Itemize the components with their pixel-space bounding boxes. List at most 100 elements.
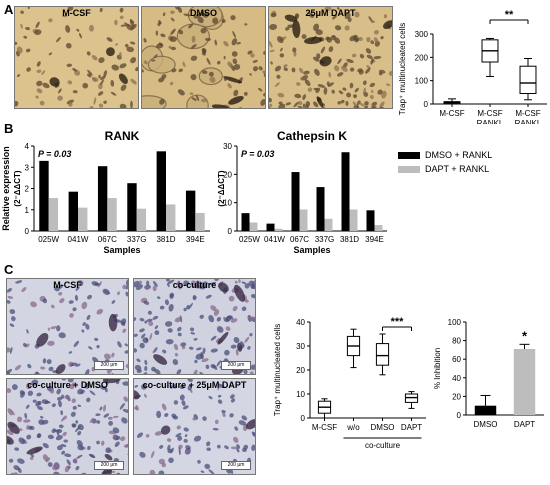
cell-dot (122, 284, 127, 290)
cell-dot (67, 7, 74, 11)
y-tick-label: 20 (452, 392, 461, 401)
cell-dot (144, 285, 150, 290)
panel-letter-b: B (4, 121, 14, 136)
cell-dot (363, 105, 368, 108)
cell-dot (228, 295, 235, 302)
cell-dot (134, 280, 140, 288)
cell-dot (58, 424, 64, 429)
cell-dot (362, 80, 367, 86)
y-tick-label: 20 (223, 170, 232, 179)
cell-dot (11, 384, 18, 391)
y-tick-label: 100 (448, 318, 462, 327)
bar (97, 166, 108, 231)
cell-dot (205, 364, 210, 369)
cell-dot (98, 74, 101, 79)
cell-dot (123, 444, 128, 448)
dark-cell-cluster (304, 36, 323, 45)
cell-dot (17, 74, 21, 78)
cell-dot (302, 103, 305, 107)
cell-dot (363, 87, 366, 95)
y-tick-label: 100 (415, 77, 429, 86)
cell-dot (334, 25, 342, 31)
cell-dot (190, 280, 197, 287)
cell-dot (167, 444, 171, 451)
cell-dot (233, 436, 239, 443)
cell-dot (317, 84, 326, 88)
cell-dot (77, 444, 84, 451)
cell-dot (111, 470, 116, 474)
cell-dot (77, 388, 84, 395)
cell-dot (26, 424, 29, 430)
micrograph-c-coculture-dapt: co-culture + 25μM DAPT 200 μm (133, 378, 256, 475)
cell-dot (71, 382, 77, 387)
cell-dot (75, 420, 79, 424)
x-tick-label: M-CSF (439, 109, 464, 118)
cell-dot (323, 87, 328, 95)
cell-dot (115, 43, 118, 46)
cell-dot (65, 108, 70, 109)
y-tick-label: 200 (415, 53, 429, 62)
cell-dot (285, 26, 290, 31)
dark-cell-cluster (316, 96, 324, 108)
cell-dot (204, 463, 211, 470)
cell-dot (304, 79, 311, 86)
x-tick-label: RANKL (477, 119, 504, 124)
cell-dot (154, 431, 163, 436)
cell-dot (277, 36, 284, 44)
cell-dot (353, 34, 359, 43)
micrograph-a-mcsf: M-CSF (14, 6, 139, 109)
cell-dot (221, 409, 226, 414)
cell-dot (357, 68, 363, 73)
cell-dot (177, 326, 182, 332)
cell-dot (177, 332, 182, 337)
micrograph-label: co-culture (172, 280, 217, 290)
cell-dot (23, 342, 27, 347)
cell-dot (190, 332, 195, 335)
cell-dot (171, 68, 177, 73)
cell-dot (53, 429, 61, 432)
cell-dot (346, 92, 352, 98)
cell-dot (279, 53, 285, 58)
cell-dot (165, 321, 173, 327)
cell-dot (93, 97, 97, 105)
cell-dot (98, 82, 103, 90)
cell-dot (105, 447, 111, 453)
cell-dot (68, 102, 73, 107)
cell-dot (153, 54, 158, 59)
cell-dot (35, 95, 39, 99)
cell-dot (183, 427, 189, 432)
cell-dot (35, 21, 40, 29)
cell-dot (99, 7, 103, 13)
cell-dot (378, 71, 383, 76)
cell-dot (296, 82, 301, 86)
cell-dot (373, 55, 382, 60)
cell-dot (36, 88, 43, 94)
cell-dot (173, 343, 179, 351)
cell-dot (332, 15, 337, 20)
micrograph-c-mcsf: M-CSF 200 μm (6, 278, 129, 375)
cell-dot (37, 400, 42, 406)
cell-dot (242, 447, 247, 453)
cell-dot (263, 50, 265, 55)
cell-dot (201, 70, 208, 75)
cell-dot (20, 391, 26, 398)
cell-dot (331, 35, 335, 38)
cell-dot (30, 456, 34, 461)
cell-dot (206, 447, 211, 451)
y-tick-label: 30 (223, 142, 232, 151)
cell-dot (269, 23, 278, 30)
chart-title: Cathepsin K (277, 129, 347, 143)
cell-dot (338, 90, 344, 95)
cell-dot (47, 434, 54, 440)
cell-dot (243, 369, 248, 374)
cell-dot (88, 106, 94, 108)
cell-dot (17, 467, 22, 474)
cell-dot (189, 346, 194, 350)
cell-dot (71, 398, 76, 404)
bar (39, 160, 49, 231)
cell-dot (158, 42, 163, 46)
cell-dot (114, 19, 118, 26)
y-tick-label: 0 (301, 414, 306, 423)
cell-dot (67, 379, 74, 383)
cell-dot (23, 35, 28, 39)
